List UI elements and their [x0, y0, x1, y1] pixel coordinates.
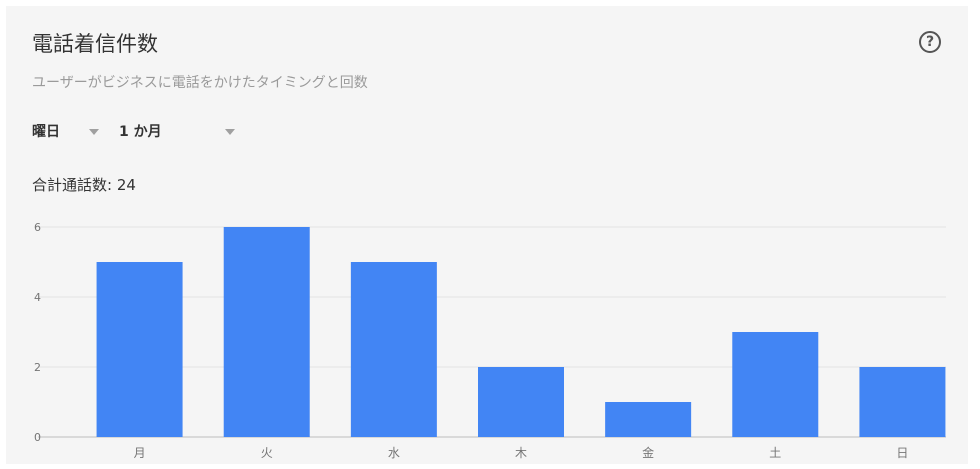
- bar-1[interactable]: [96, 262, 183, 437]
- call-stats-card: 電話着信件数 ? ユーザーがビジネスに電話をかけたタイミングと回数 曜日 1 か…: [6, 6, 968, 464]
- weekday-bar-chart: 0 2 4 6 月 火 水 木 金 土 日: [34, 221, 946, 460]
- x-tick-label: 火: [261, 446, 273, 460]
- bar-3[interactable]: [350, 262, 437, 437]
- x-tick-label: 月: [134, 446, 146, 460]
- range-select[interactable]: 1 か月: [119, 119, 239, 143]
- bar-2[interactable]: [223, 227, 310, 437]
- bar-6[interactable]: [732, 332, 819, 437]
- x-tick-label: 土: [769, 446, 781, 460]
- y-tick-label: 0: [34, 431, 41, 444]
- range-select-label: 1 か月: [119, 124, 162, 140]
- y-tick-label: 6: [34, 221, 41, 234]
- help-icon[interactable]: ?: [919, 31, 941, 53]
- chevron-down-icon: [89, 129, 99, 135]
- card-title: 電話着信件数: [32, 32, 158, 56]
- x-tick-label: 日: [896, 446, 908, 460]
- bar-5[interactable]: [605, 402, 692, 437]
- x-tick-label: 水: [388, 446, 400, 460]
- total-calls: 合計通話数: 24: [32, 176, 136, 194]
- chevron-down-icon: [225, 129, 235, 135]
- period-select-label: 曜日: [32, 124, 60, 140]
- bar-7[interactable]: [859, 367, 946, 437]
- card-subtitle: ユーザーがビジネスに電話をかけたタイミングと回数: [32, 75, 368, 91]
- x-tick-label: 木: [515, 446, 527, 460]
- bar-4[interactable]: [478, 367, 564, 437]
- period-select[interactable]: 曜日: [32, 119, 116, 143]
- y-tick-label: 2: [34, 361, 41, 374]
- y-tick-label: 4: [34, 291, 41, 304]
- x-tick-label: 金: [642, 445, 654, 460]
